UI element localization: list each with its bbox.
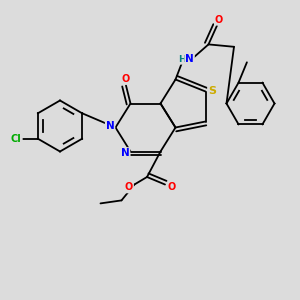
- Text: O: O: [215, 15, 223, 25]
- Text: N: N: [106, 121, 115, 131]
- Text: Cl: Cl: [11, 134, 22, 144]
- Text: H: H: [178, 55, 185, 64]
- Text: O: O: [125, 182, 133, 193]
- Text: N: N: [185, 54, 194, 64]
- Text: S: S: [208, 86, 216, 96]
- Text: N: N: [121, 148, 130, 158]
- Text: O: O: [122, 74, 130, 84]
- Text: O: O: [167, 182, 176, 193]
